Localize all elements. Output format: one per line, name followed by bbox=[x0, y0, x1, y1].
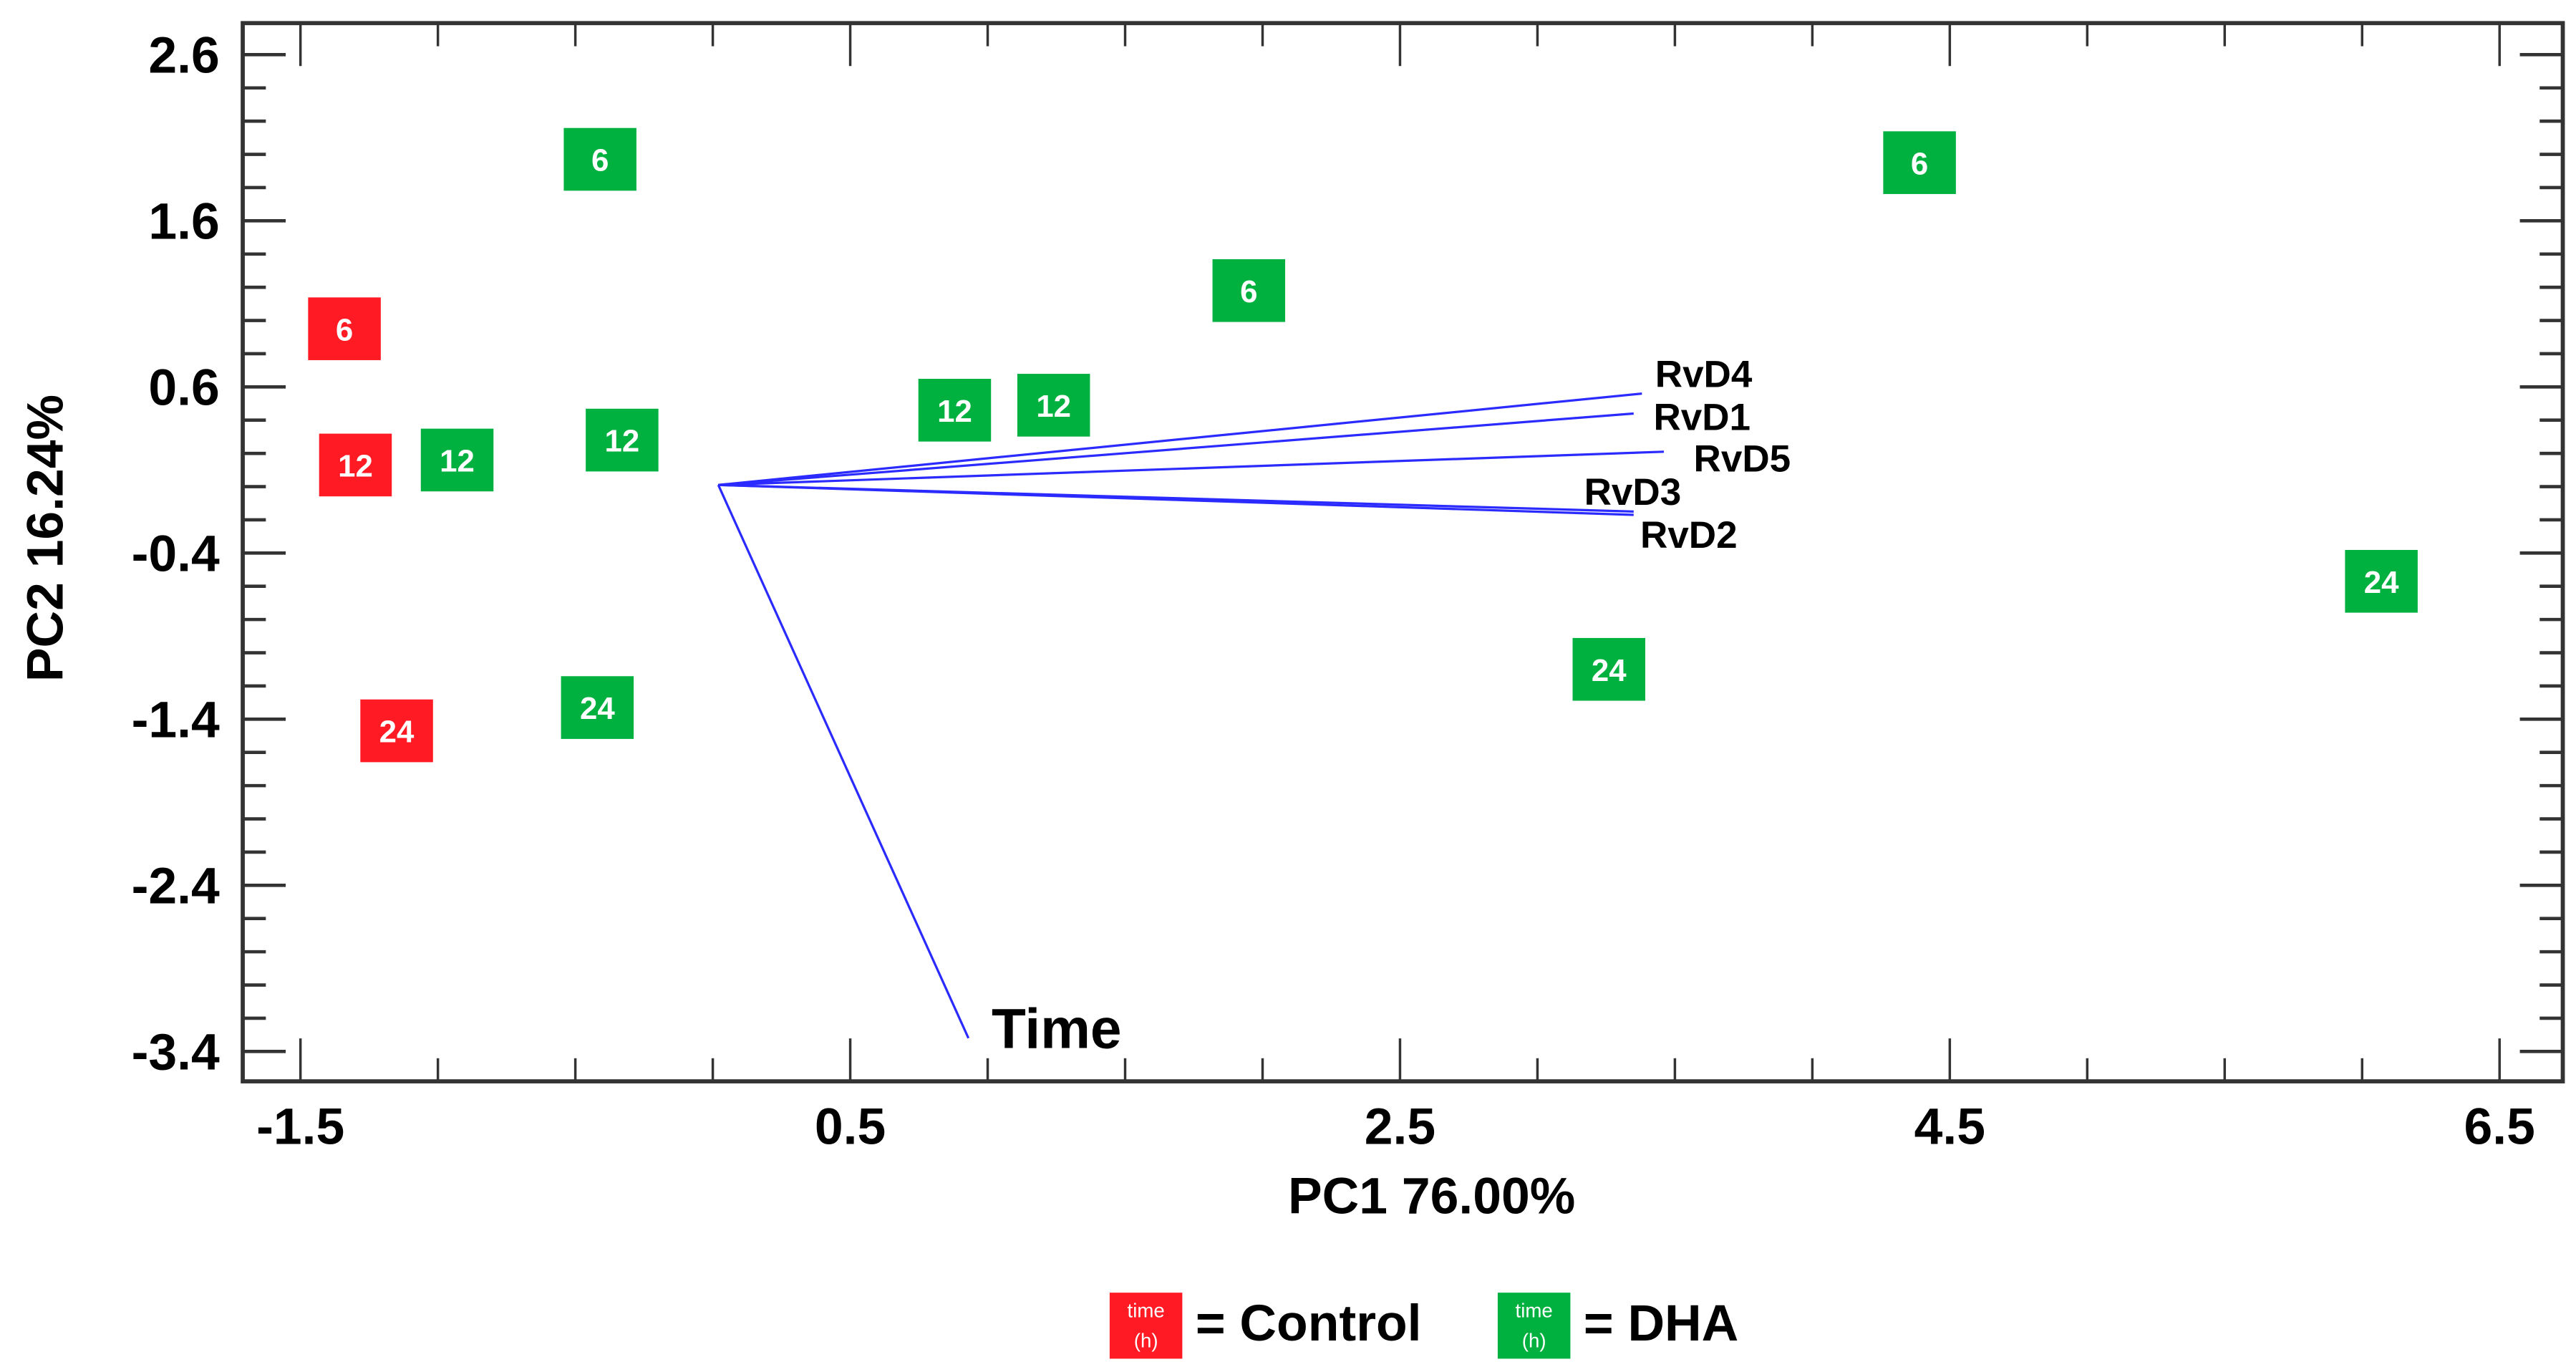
loading-label-time: Time bbox=[992, 998, 1122, 1061]
loading-label-rvd4: RvD4 bbox=[1655, 353, 1753, 395]
point-marker-dha bbox=[561, 676, 634, 739]
legend-dha-swatch bbox=[1497, 1293, 1571, 1359]
x-tick-label: 6.5 bbox=[2464, 1098, 2535, 1156]
tick-labels: -1.5 0.5 2.5 4.5 6.5 2.6 1.6 0.6 -0.4 -1.4 -2.4 -3.… bbox=[132, 27, 2535, 1156]
point-marker-dha bbox=[586, 408, 659, 472]
point-label: 24 bbox=[2364, 565, 2399, 600]
point-label: 12 bbox=[937, 394, 972, 429]
legend-dha-swatch-line1: time bbox=[1516, 1300, 1553, 1322]
point-label: 24 bbox=[379, 715, 415, 750]
point-marker-dha bbox=[563, 127, 636, 191]
loading-vector-rvd2 bbox=[718, 483, 1634, 516]
loading-vector-rvd4 bbox=[718, 392, 1642, 486]
legend-control-swatch bbox=[1109, 1293, 1183, 1359]
y-axis-title: PC2 16.24% bbox=[17, 395, 74, 682]
legend-dha-label: = DHA bbox=[1584, 1295, 1738, 1352]
legend-control-swatch-line1: time bbox=[1128, 1300, 1165, 1322]
score-points: 6 12 24 6 6 6 12 12 12 12 24 24 24 bbox=[308, 127, 2418, 763]
point-label: 24 bbox=[1592, 653, 1627, 688]
x-tick-label: 0.5 bbox=[815, 1098, 886, 1156]
x-axis-title: PC1 76.00% bbox=[1288, 1168, 1575, 1225]
y-tick-label: 0.6 bbox=[148, 359, 219, 417]
axis-ticks bbox=[243, 23, 2563, 1082]
legend-dha-swatch-line2: (h) bbox=[1522, 1329, 1546, 1351]
y-tick-label: -2.4 bbox=[132, 858, 220, 915]
point-marker-dha bbox=[1572, 637, 1645, 701]
point-label: 6 bbox=[591, 143, 609, 178]
loading-label-rvd5: RvD5 bbox=[1694, 438, 1791, 480]
x-tick-label: 4.5 bbox=[1914, 1098, 1985, 1156]
point-marker-dha bbox=[420, 428, 494, 492]
x-tick-label: -1.5 bbox=[256, 1098, 344, 1156]
loading-vector-rvd5 bbox=[718, 450, 1665, 486]
plot-frame bbox=[241, 21, 2565, 1083]
point-label: 6 bbox=[336, 312, 353, 347]
point-marker-control bbox=[360, 699, 433, 763]
loading-label-rvd1: RvD1 bbox=[1653, 397, 1751, 439]
point-marker-dha bbox=[2345, 549, 2418, 613]
y-tick-label: -0.4 bbox=[132, 526, 220, 583]
legend: time (h) = Control time (h) = DHA bbox=[1109, 1293, 1738, 1359]
point-label: 12 bbox=[440, 444, 475, 479]
point-marker-control bbox=[308, 297, 381, 360]
point-marker-dha bbox=[1212, 259, 1286, 322]
loading-label-rvd2: RvD2 bbox=[1640, 514, 1738, 556]
loading-vector-time bbox=[717, 484, 970, 1039]
y-tick-label: -1.4 bbox=[132, 692, 220, 749]
point-marker-dha bbox=[1017, 374, 1090, 437]
legend-control-label: = Control bbox=[1196, 1295, 1422, 1352]
y-tick-label: 2.6 bbox=[148, 27, 219, 84]
point-marker-dha bbox=[1883, 131, 1956, 194]
point-label: 6 bbox=[1911, 146, 1928, 181]
point-label: 12 bbox=[338, 449, 373, 484]
x-tick-label: 2.5 bbox=[1365, 1098, 1435, 1156]
point-label: 6 bbox=[1240, 274, 1257, 309]
point-label: 24 bbox=[580, 691, 615, 726]
y-tick-label: -3.4 bbox=[132, 1024, 220, 1081]
loading-label-rvd3: RvD3 bbox=[1584, 471, 1682, 513]
point-marker-control bbox=[319, 433, 392, 497]
legend-control-swatch-line2: (h) bbox=[1134, 1329, 1158, 1351]
point-label: 12 bbox=[605, 424, 640, 459]
point-marker-dha bbox=[918, 379, 992, 442]
y-tick-label: 1.6 bbox=[148, 193, 219, 251]
loading-vector-rvd1 bbox=[718, 412, 1634, 486]
point-label: 12 bbox=[1036, 389, 1071, 424]
